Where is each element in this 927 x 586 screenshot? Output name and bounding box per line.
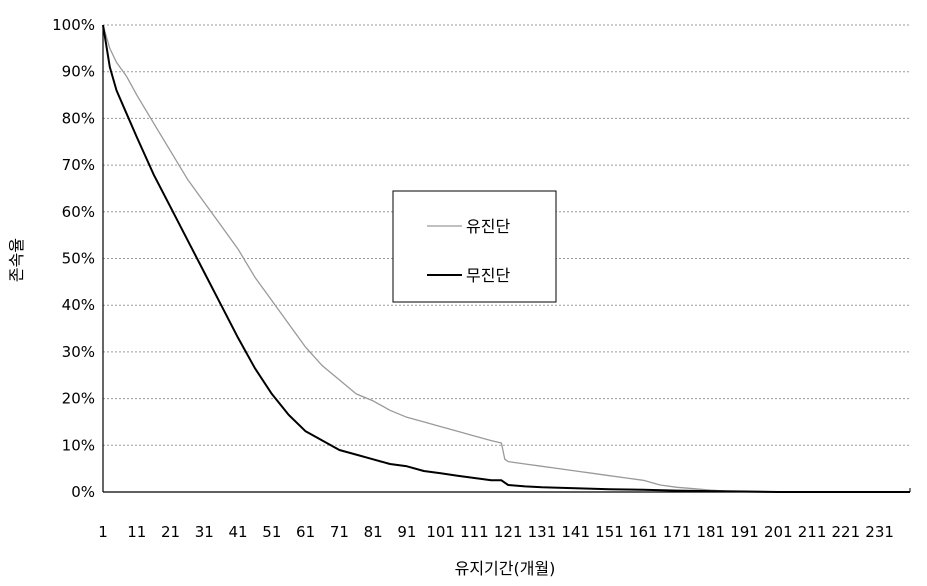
x-tick-label: 51 — [262, 523, 281, 541]
x-tick-label: 81 — [364, 523, 383, 541]
y-tick-label: 50% — [62, 250, 95, 268]
x-tick-label: 111 — [460, 523, 489, 541]
x-axis-ticks: 1 11 21 31 41 51 61 71 81 91 101 111 121 131 141 151 161… — [98, 523, 894, 541]
x-tick-label: 231 — [865, 523, 894, 541]
x-tick-label: 181 — [696, 523, 725, 541]
y-tick-label: 30% — [62, 343, 95, 361]
y-axis-title: 존속율 — [7, 238, 26, 282]
x-tick-label: 141 — [561, 523, 590, 541]
legend-box — [392, 190, 557, 303]
legend-label-1: 유진단 — [466, 217, 510, 236]
x-tick-label: 171 — [663, 523, 692, 541]
x-tick-label: 31 — [195, 523, 214, 541]
y-tick-label: 20% — [62, 390, 95, 408]
y-tick-label: 90% — [62, 63, 95, 81]
x-tick-label: 71 — [330, 523, 349, 541]
y-tick-label: 10% — [62, 436, 95, 454]
x-tick-label: 91 — [397, 523, 416, 541]
gridlines — [103, 24, 910, 446]
x-tick-label: 211 — [798, 523, 827, 541]
y-tick-label: 70% — [62, 156, 95, 174]
y-axis-ticks: 0% 10% 20% 30% 40% 50% 60% 70% 80% 90% 100% — [52, 16, 95, 501]
y-tick-label: 100% — [52, 16, 95, 34]
series-lines — [102, 24, 910, 493]
series-line-2 — [102, 24, 910, 493]
x-tick-label: 101 — [426, 523, 455, 541]
axes — [102, 25, 911, 493]
x-tick-label: 41 — [229, 523, 248, 541]
legend-label-2: 무진단 — [466, 266, 510, 285]
x-tick-label: 1 — [98, 523, 108, 541]
x-tick-label: 221 — [832, 523, 861, 541]
y-tick-label: 0% — [71, 483, 95, 501]
y-tick-label: 60% — [62, 203, 95, 221]
x-axis-title: 유지기간(개월) — [455, 559, 556, 578]
y-tick-label: 40% — [62, 296, 95, 314]
x-tick-label: 151 — [595, 523, 624, 541]
x-tick-label: 61 — [296, 523, 315, 541]
x-tick-label: 131 — [528, 523, 557, 541]
x-tick-label: 21 — [161, 523, 180, 541]
y-tick-label: 80% — [62, 109, 95, 127]
x-tick-label: 161 — [629, 523, 658, 541]
x-tick-label: 201 — [764, 523, 793, 541]
x-tick-label: 11 — [127, 523, 146, 541]
x-tick-label: 121 — [494, 523, 523, 541]
x-tick-label: 191 — [730, 523, 759, 541]
